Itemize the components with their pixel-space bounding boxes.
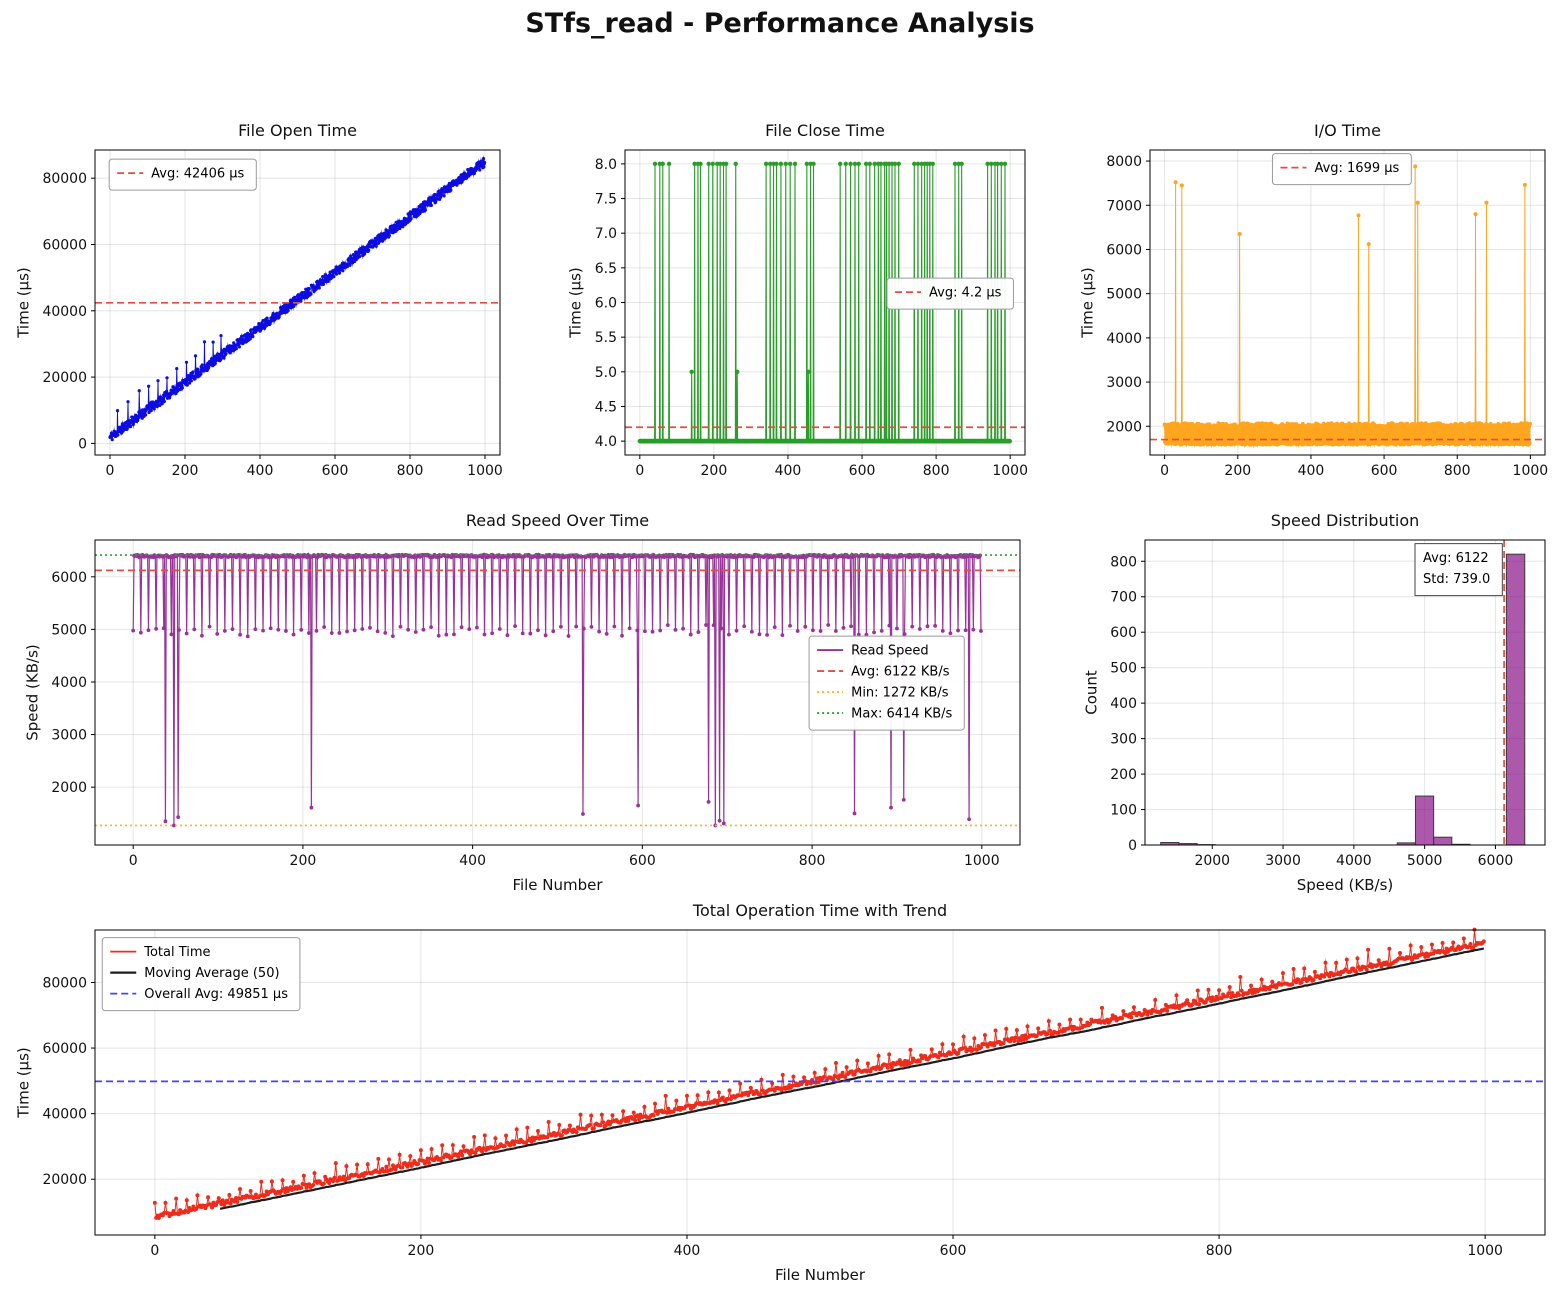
page-title: STfs_read - Performance Analysis [525, 8, 1035, 39]
charts-canvas [0, 55, 1560, 1293]
